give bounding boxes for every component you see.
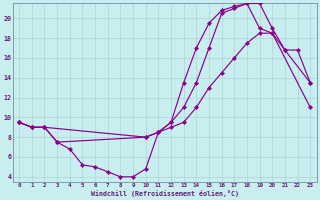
X-axis label: Windchill (Refroidissement éolien,°C): Windchill (Refroidissement éolien,°C)	[91, 190, 239, 197]
